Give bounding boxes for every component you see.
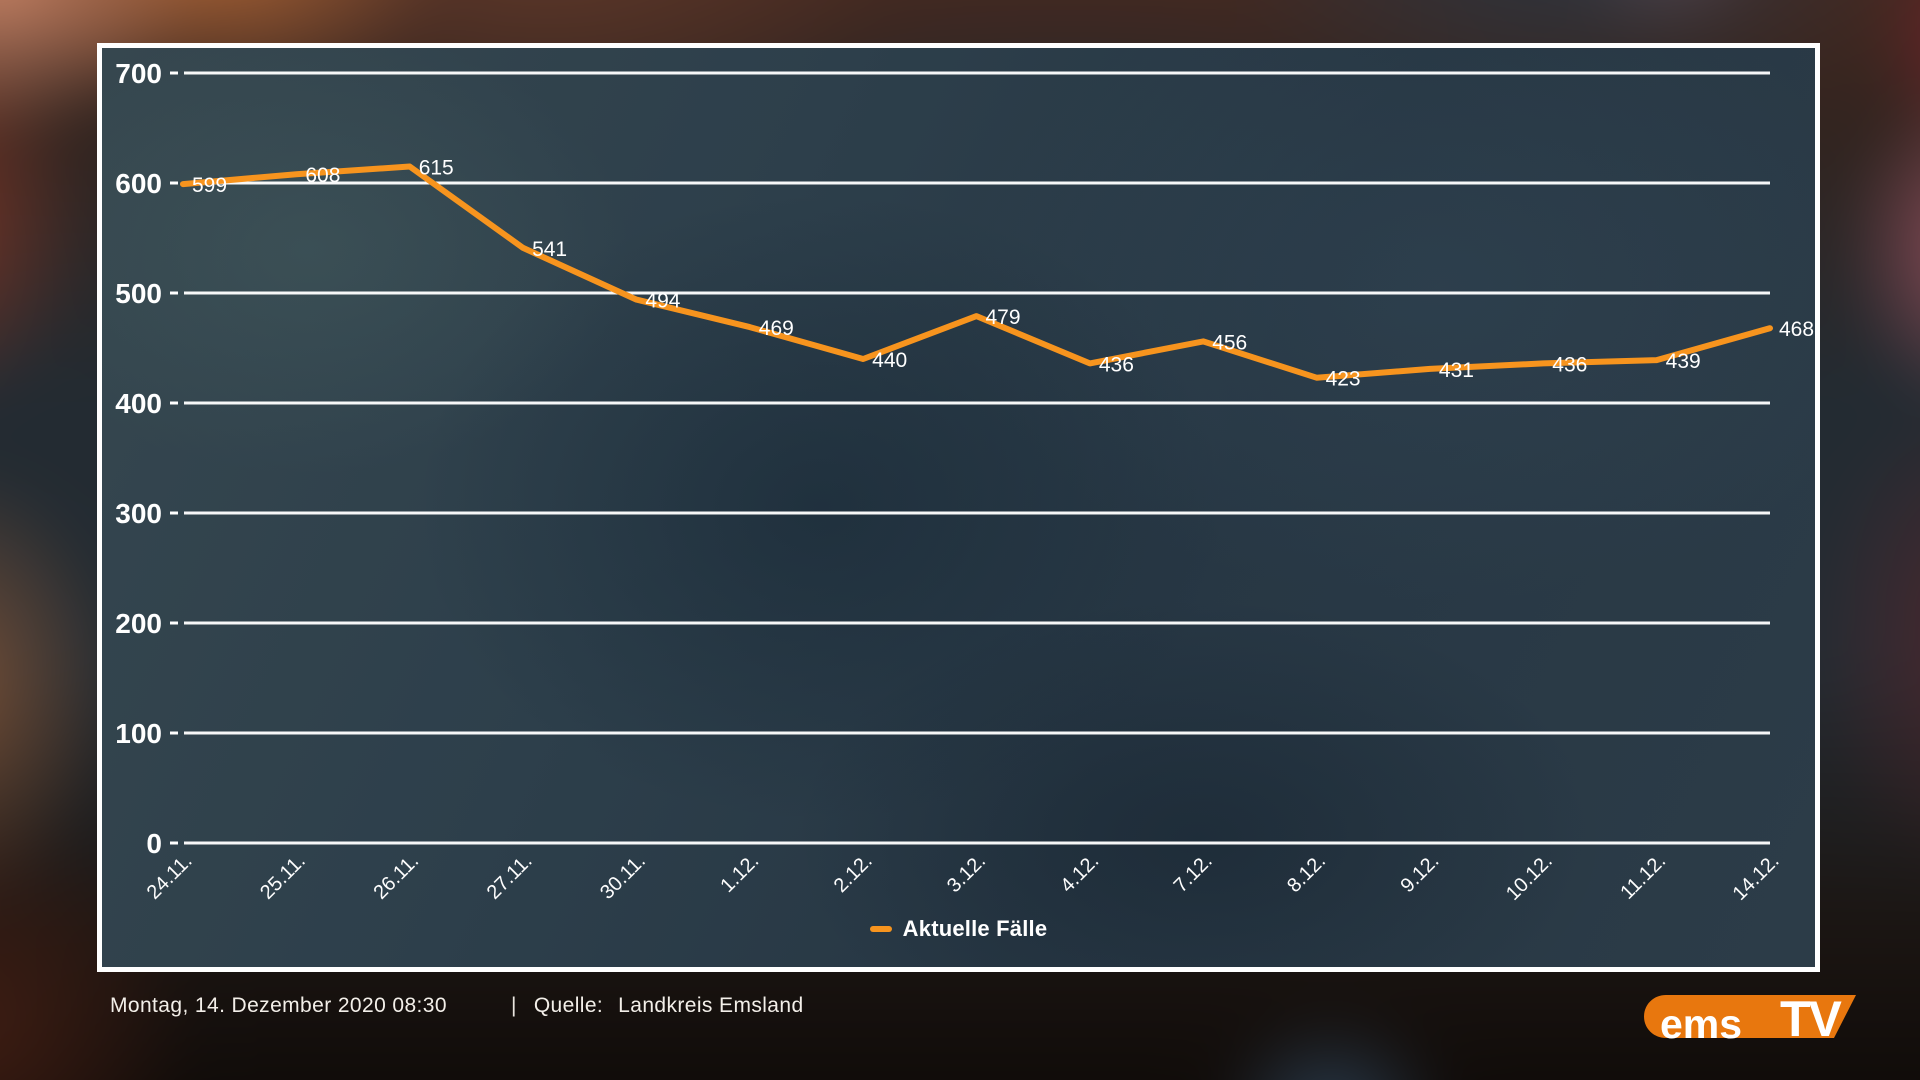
legend-line-swatch (869, 926, 892, 932)
x-axis-label: 9.12. (1396, 850, 1443, 897)
x-axis-label: 30.11. (596, 850, 650, 904)
x-axis-label: 11.12. (1616, 850, 1670, 904)
logo-word-ems: ems (1660, 1001, 1743, 1047)
data-label: 615 (419, 157, 454, 180)
data-label: 439 (1666, 350, 1701, 373)
x-axis-label: 2.12. (830, 850, 877, 897)
ems-tv-logo: ems TV (1643, 988, 1861, 1047)
data-label: 436 (1099, 353, 1134, 376)
source-value: Landkreis Emsland (618, 994, 804, 1017)
x-axis-label: 1.12. (716, 850, 763, 897)
data-label: 608 (305, 164, 340, 187)
data-label: 468 (1779, 318, 1814, 341)
data-label: 423 (1326, 368, 1361, 391)
data-label: 469 (759, 317, 794, 340)
y-axis-label: 700 (115, 58, 162, 89)
data-label: 479 (986, 306, 1021, 329)
data-label: 494 (645, 290, 680, 313)
x-axis-label: 7.12. (1170, 850, 1217, 897)
x-axis-label: 25.11. (256, 850, 310, 904)
chart-legend: Aktuelle Fälle (102, 916, 1815, 942)
x-axis-label: 3.12. (943, 850, 990, 897)
y-axis-label: 100 (115, 718, 162, 749)
y-axis-label: 200 (115, 608, 162, 639)
data-label: 541 (532, 238, 567, 261)
source-label: Quelle: (533, 994, 604, 1017)
logo-background-shape (1644, 995, 1856, 1038)
broadcast-datetime: Montag, 14. Dezember 2020 08:30 (110, 994, 447, 1017)
series-line (180, 163, 1773, 381)
y-axis-label: 500 (115, 278, 162, 309)
y-axis-label: 0 (146, 828, 162, 859)
y-axis-label: 300 (115, 498, 162, 529)
chart-panel: 0 100 200 300 400 500 600 700 24.11. 25.11. 26.11.… (97, 43, 1820, 972)
y-axis-label: 400 (115, 388, 162, 419)
x-axis-label: 8.12. (1283, 850, 1330, 897)
footer-bar: Montag, 14. Dezember 2020 08:30 | Quelle… (110, 994, 804, 1018)
data-label: 436 (1552, 353, 1587, 376)
data-label: 431 (1439, 359, 1474, 382)
footer-separator: | (510, 994, 517, 1017)
logo-word-tv: TV (1780, 991, 1842, 1047)
y-axis-label: 600 (115, 168, 162, 199)
legend-label: Aktuelle Fälle (902, 916, 1048, 941)
data-label: 440 (872, 349, 907, 372)
x-axis-label: 14.12. (1729, 850, 1784, 905)
x-axis-label: 4.12. (1056, 850, 1103, 897)
x-axis-label: 27.11. (483, 850, 537, 904)
data-label: 456 (1212, 331, 1247, 354)
x-axis-label: 26.11. (369, 850, 423, 904)
data-label: 599 (192, 174, 227, 197)
x-axis-label: 10.12. (1502, 850, 1557, 905)
